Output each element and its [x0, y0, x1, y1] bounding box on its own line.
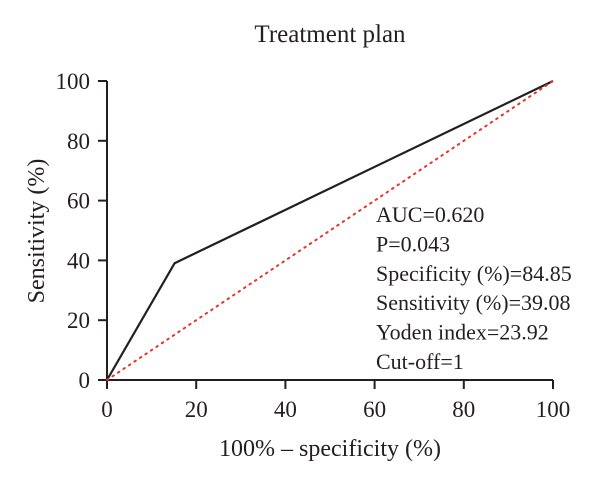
- x-tick-label: 100: [536, 397, 571, 422]
- stat-annotation: P=0.043: [376, 231, 450, 256]
- axes: [106, 81, 553, 381]
- stat-annotation: Sensitivity (%)=39.08: [376, 290, 571, 315]
- x-tick-label: 20: [185, 397, 208, 422]
- x-axis-ticks: 0 20 40 60 80 100: [101, 380, 570, 422]
- y-tick-label: 0: [79, 368, 91, 393]
- x-tick-label: 80: [452, 397, 475, 422]
- x-tick-label: 60: [363, 397, 386, 422]
- annotation-layer: AUC=0.620 P=0.043 Specificity (%)=84.85 Sen…: [376, 202, 572, 374]
- y-tick-label: 40: [67, 248, 90, 273]
- y-tick-label: 100: [56, 69, 91, 94]
- y-tick-label: 60: [67, 189, 90, 214]
- y-tick-label: 20: [67, 308, 90, 333]
- x-tick-label: 0: [101, 397, 113, 422]
- x-axis-label: 100% – specificity (%): [219, 436, 441, 462]
- stat-annotation: Cut-off=1: [376, 349, 464, 374]
- stat-annotation: Specificity (%)=84.85: [376, 261, 572, 286]
- series-layer: [106, 80, 554, 381]
- y-tick-label: 80: [67, 129, 90, 154]
- stat-annotation: AUC=0.620: [376, 202, 484, 227]
- y-axis-ticks: 0 20 40 60 80 100: [56, 69, 107, 393]
- chart-title: Treatment plan: [254, 21, 406, 48]
- y-axis-label: Sensitivity (%): [24, 159, 50, 304]
- stat-annotation: Yoden index=23.92: [376, 320, 549, 345]
- roc-curve-line: [106, 80, 554, 381]
- x-tick-label: 40: [274, 397, 297, 422]
